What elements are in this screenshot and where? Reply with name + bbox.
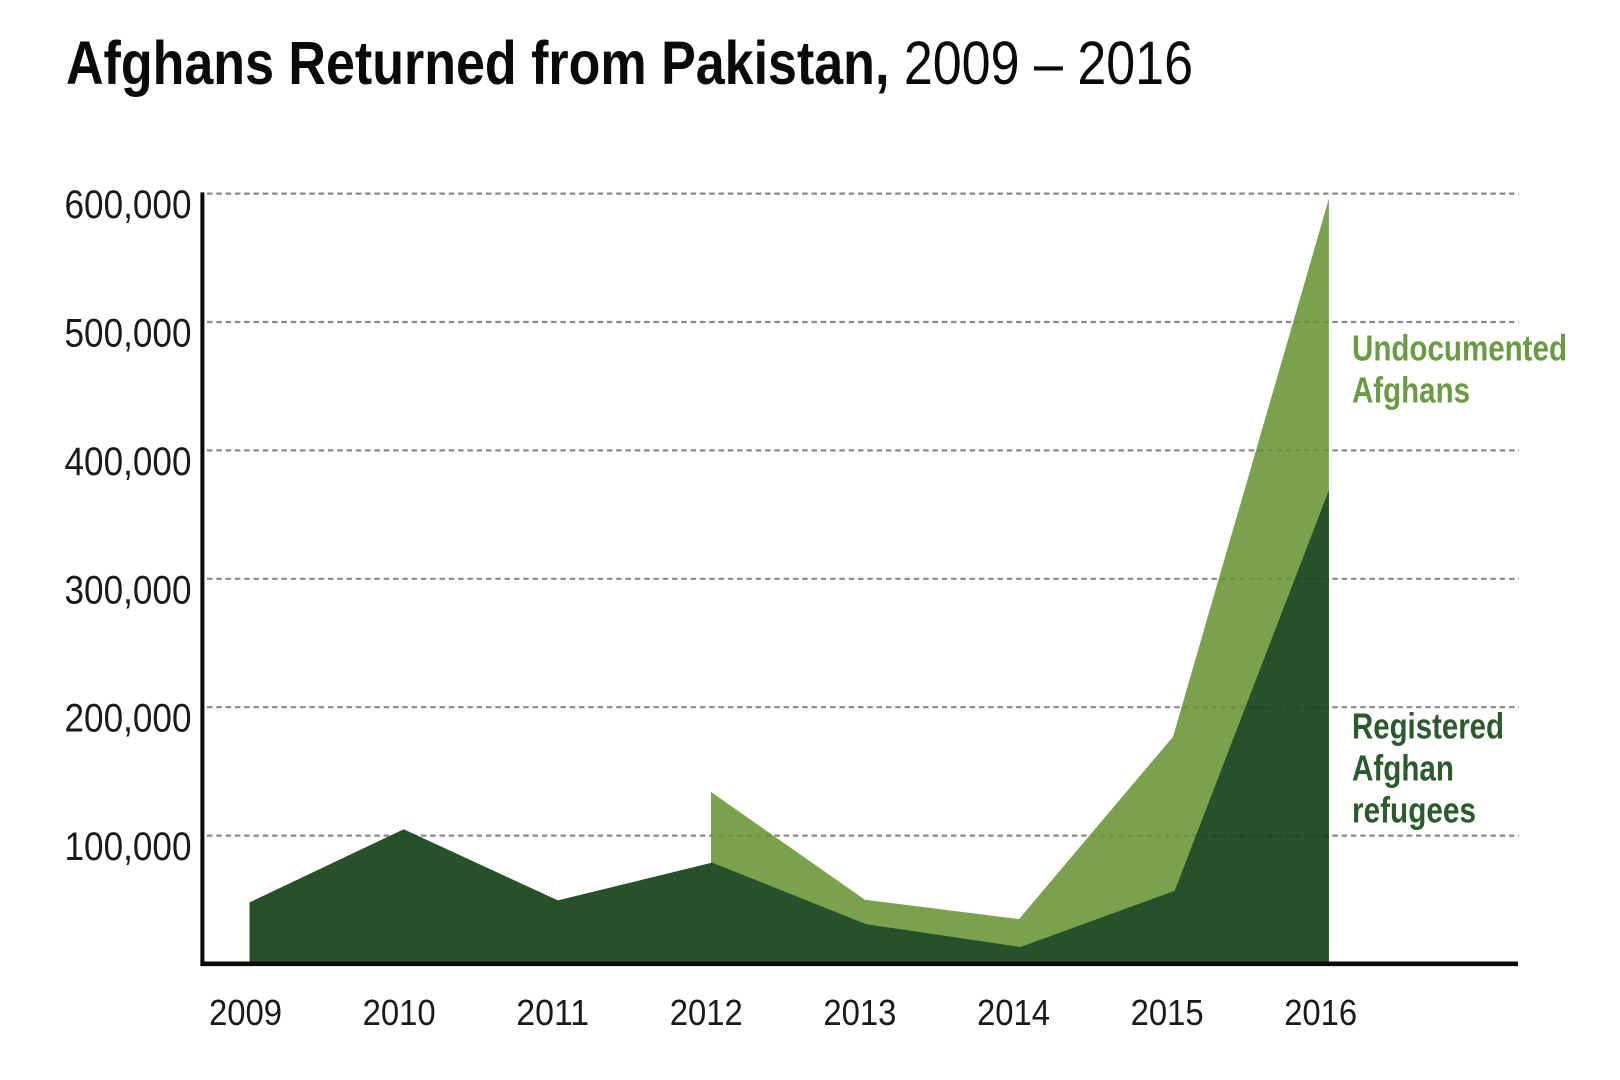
svg-text:400,000: 400,000 <box>65 440 192 484</box>
svg-text:2009: 2009 <box>209 992 282 1033</box>
svg-text:100,000: 100,000 <box>65 825 192 869</box>
svg-text:Afghans: Afghans <box>1352 370 1470 411</box>
svg-text:Registered: Registered <box>1352 705 1504 746</box>
svg-text:2010: 2010 <box>363 992 436 1033</box>
svg-text:2014: 2014 <box>977 992 1050 1033</box>
svg-text:refugees: refugees <box>1352 789 1476 830</box>
svg-text:2015: 2015 <box>1131 992 1204 1033</box>
svg-text:Undocumented: Undocumented <box>1352 328 1567 369</box>
svg-text:2013: 2013 <box>823 992 896 1033</box>
svg-text:500,000: 500,000 <box>65 312 192 356</box>
svg-text:300,000: 300,000 <box>65 568 192 612</box>
svg-text:Afghan: Afghan <box>1352 747 1454 788</box>
svg-text:2016: 2016 <box>1284 992 1357 1033</box>
svg-text:2012: 2012 <box>670 992 743 1033</box>
svg-text:600,000: 600,000 <box>65 183 192 227</box>
svg-text:Afghans Returned from Pakistan: Afghans Returned from Pakistan, 2009 – 2… <box>66 29 1193 97</box>
svg-text:200,000: 200,000 <box>65 697 192 741</box>
svg-text:2011: 2011 <box>516 992 589 1033</box>
